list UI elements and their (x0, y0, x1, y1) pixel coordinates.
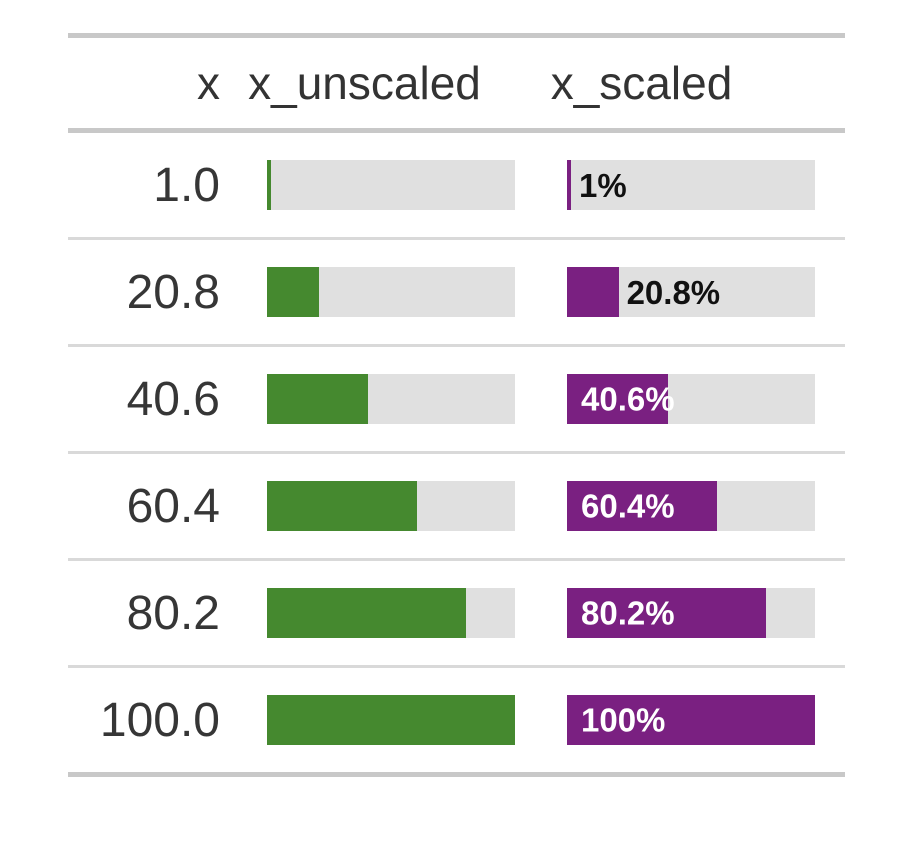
x-unscaled-cell (235, 374, 540, 424)
x-value: 60.4 (126, 479, 220, 533)
scaled-bar-fill: 100% (567, 695, 815, 745)
unscaled-bar-fill (267, 588, 466, 638)
x-value: 1.0 (153, 158, 220, 212)
unscaled-bar-track (267, 481, 515, 531)
x-unscaled-cell (235, 267, 540, 317)
x-value: 80.2 (126, 586, 220, 640)
unscaled-bar-track (267, 588, 515, 638)
x-unscaled-cell (235, 481, 540, 531)
unscaled-bar-fill (267, 695, 515, 745)
table-row: 1.0 1% (68, 133, 845, 237)
scaled-bar-fill: 80.2% (567, 588, 766, 638)
scaled-bar-label: 1% (579, 166, 627, 204)
unscaled-bar-track (267, 267, 515, 317)
x-scaled-cell: 1% (540, 160, 845, 210)
scaled-bar-label: 20.8% (626, 273, 721, 311)
unscaled-bar-track (267, 160, 515, 210)
x-unscaled-cell (235, 160, 540, 210)
unscaled-bar-fill (267, 160, 271, 210)
x-scaled-cell: 80.2% (540, 588, 845, 638)
x-scaled-cell: 100% (540, 695, 845, 745)
table-row: 40.6 40.6% (68, 344, 845, 451)
column-header-x-scaled: x_scaled (550, 57, 733, 109)
scaled-bar-track: 80.2% (567, 588, 815, 638)
unscaled-bar-track (267, 374, 515, 424)
unscaled-bar-track (267, 695, 515, 745)
scaled-bar-fill: 60.4% (567, 481, 717, 531)
scaled-bar-fill: 40.6% (567, 374, 675, 424)
table-header-row: x x_unscaled x_scaled (68, 38, 845, 133)
x-scaled-cell: 60.4% (540, 481, 845, 531)
scaled-bar-label: 40.6% (581, 380, 675, 418)
unscaled-bar-fill (267, 267, 319, 317)
column-header-x: x (197, 57, 220, 109)
x-scaled-cell: 20.8% (540, 267, 845, 317)
table-row: 20.8 20.8% (68, 237, 845, 344)
scaled-bar-track: 20.8% (567, 267, 815, 317)
table-row: 60.4 60.4% (68, 451, 845, 558)
bar-table: x x_unscaled x_scaled 1.0 1% 20.8 (68, 33, 845, 777)
x-value: 40.6 (126, 372, 220, 426)
table-row: 100.0 100% (68, 665, 845, 772)
scaled-bar-track: 60.4% (567, 481, 815, 531)
unscaled-bar-fill (267, 374, 368, 424)
scaled-bar-label: 60.4% (581, 487, 675, 525)
scaled-bar-label: 80.2% (581, 594, 675, 632)
x-unscaled-cell (235, 588, 540, 638)
x-value: 20.8 (126, 265, 220, 319)
table-row: 80.2 80.2% (68, 558, 845, 665)
scaled-bar-fill (567, 267, 619, 317)
scaled-bar-track: 100% (567, 695, 815, 745)
x-scaled-cell: 40.6% (540, 374, 845, 424)
unscaled-bar-fill (267, 481, 417, 531)
scaled-bar-fill (567, 160, 571, 210)
scaled-bar-track: 1% (567, 160, 815, 210)
x-value: 100.0 (99, 693, 220, 747)
column-header-x-unscaled: x_unscaled (248, 57, 481, 109)
scaled-bar-label: 100% (581, 701, 666, 739)
x-unscaled-cell (235, 695, 540, 745)
scaled-bar-track: 40.6% (567, 374, 815, 424)
